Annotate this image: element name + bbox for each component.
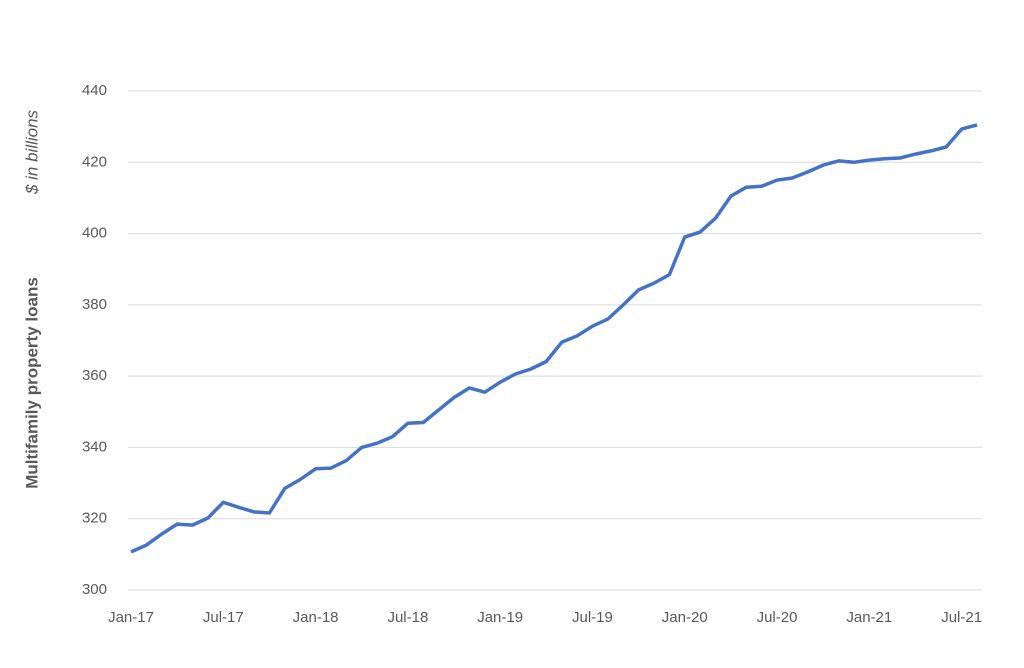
y-tick-label: 300 xyxy=(82,581,107,598)
x-tick-label: Jul-17 xyxy=(203,609,244,626)
data-line xyxy=(130,123,978,554)
y-tick-label: 360 xyxy=(82,367,107,384)
y-axis-title: Multifamily property loans xyxy=(22,277,41,489)
x-tick-label: Jan-21 xyxy=(846,609,892,626)
x-tick-label: Jan-20 xyxy=(662,609,708,626)
x-tick-label: Jul-20 xyxy=(757,609,798,626)
x-tick-label: Jul-18 xyxy=(387,609,428,626)
y-axis-subtitle: $ in billions xyxy=(22,109,41,195)
y-tick-label: 440 xyxy=(82,82,107,99)
y-tick-label: 400 xyxy=(82,225,107,242)
y-tick-label: 420 xyxy=(82,153,107,170)
x-tick-label: Jan-19 xyxy=(477,609,523,626)
y-tick-label: 340 xyxy=(82,438,107,455)
x-tick-label: Jan-18 xyxy=(293,609,339,626)
x-tick-label: Jul-21 xyxy=(941,609,982,626)
x-tick-label: Jul-19 xyxy=(572,609,613,626)
y-tick-label: 380 xyxy=(82,296,107,313)
x-tick-label: Jan-17 xyxy=(108,609,154,626)
y-tick-label: 320 xyxy=(82,510,107,527)
